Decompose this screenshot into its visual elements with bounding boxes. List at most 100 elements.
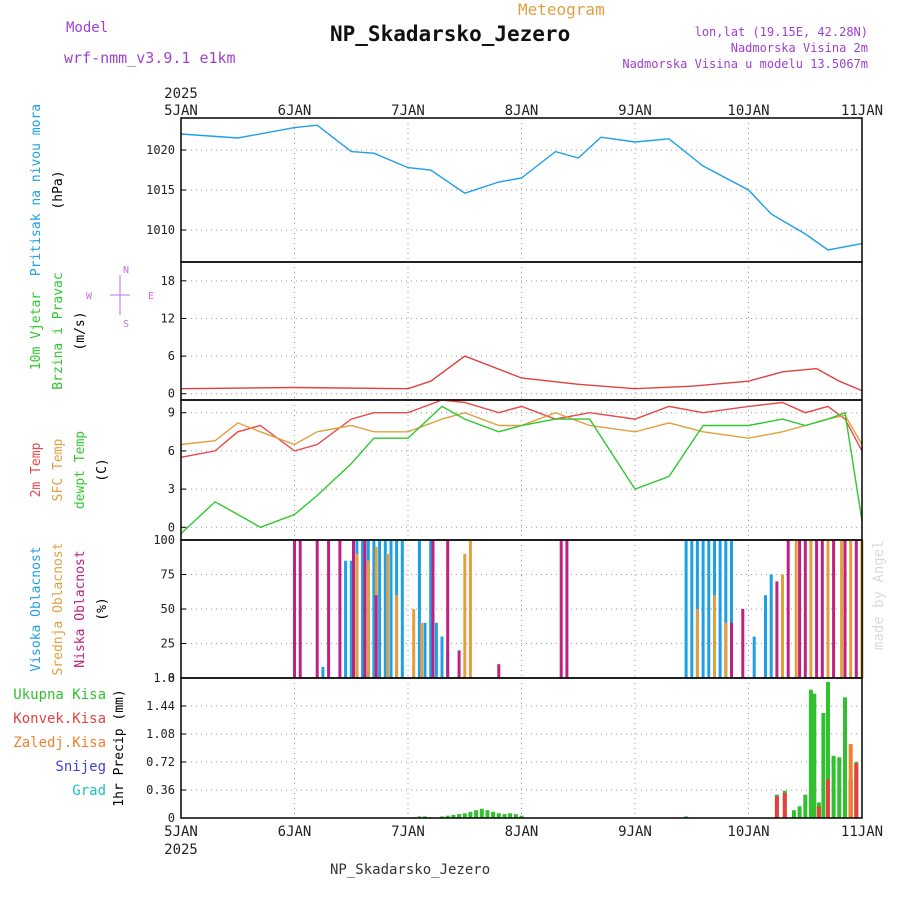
precipitation-bar [417, 816, 422, 818]
y-tick-label: 1010 [146, 223, 175, 237]
compass-letter: N [123, 265, 129, 276]
clouds-bar [701, 540, 705, 678]
clouds-bar [497, 664, 501, 678]
clouds-bar [820, 540, 824, 678]
y-axis-label: (%) [95, 597, 110, 620]
x-tick-label-bottom: 6JAN [278, 824, 312, 840]
precipitation-bar [812, 693, 817, 818]
clouds-bar [338, 540, 342, 678]
y-tick-label: 0 [168, 520, 175, 534]
precipitation-bar [491, 811, 496, 818]
precipitation-bar [837, 757, 842, 818]
clouds-bar [378, 540, 382, 678]
y-axis-label: (m/s) [73, 311, 88, 350]
precipitation-bar [816, 806, 821, 818]
clouds-bar [468, 540, 472, 678]
clouds-bar [724, 540, 728, 678]
precipitation-bar [826, 681, 830, 818]
y-tick-label: 9 [168, 406, 175, 420]
clouds-bar [775, 581, 779, 678]
x-tick-label-bottom: 8JAN [505, 824, 539, 840]
y-tick-label: 1015 [146, 183, 175, 197]
compass-letter: S [123, 319, 129, 330]
clouds-bar [372, 540, 376, 678]
station-title: NP_Skadarsko_Jezero [330, 22, 571, 46]
precipitation-bar [797, 806, 802, 818]
clouds-bar [854, 540, 858, 678]
clouds-bar [363, 540, 367, 678]
y-tick-label: 3 [168, 482, 175, 496]
y-axis-label: (hPa) [51, 170, 66, 209]
clouds-bar [321, 667, 325, 678]
precipitation-bar [831, 755, 836, 818]
clouds-bar [815, 540, 819, 678]
y-axis-label: dewpt Temp [73, 431, 88, 509]
clouds-bar [446, 540, 450, 678]
x-tick-label-top: 5JAN [164, 103, 198, 119]
precipitation-bar [440, 816, 444, 818]
clouds-bar [412, 609, 416, 678]
precipitation-bar [496, 813, 501, 818]
temperature-series-line [180, 405, 863, 535]
precipitation-bar [843, 697, 847, 818]
clouds-bar [565, 540, 569, 678]
y-axis-label: Brzina i Pravac [51, 272, 66, 389]
y-tick-label: 18 [161, 274, 175, 288]
x-tick-label-bottom: 9JAN [618, 824, 652, 840]
precipitation-panel-frame [180, 677, 863, 819]
clouds-bar [559, 540, 563, 678]
clouds-bar [355, 553, 359, 678]
precip-legend-label: Konvek.Kisa [13, 711, 106, 727]
y-tick-label: 100 [153, 533, 175, 547]
altitude-label: Nadmorska Visina 2m [730, 41, 868, 55]
x-tick-label-top: 8JAN [505, 103, 539, 119]
clouds-bar [741, 609, 745, 678]
clouds-bar [327, 540, 331, 678]
y-tick-label: 1.08 [146, 727, 175, 741]
precipitation-bar [502, 814, 507, 818]
precip-legend-label: Snijeg [55, 759, 106, 775]
clouds-bar [849, 540, 853, 678]
clouds-bar [730, 540, 733, 678]
clouds-bar [840, 540, 844, 678]
clouds-bar [315, 540, 319, 678]
lonlat-label: lon,lat (19.15E, 42.28N) [694, 25, 868, 39]
precipitation-bar [808, 689, 813, 818]
y-tick-label: 25 [161, 637, 175, 651]
y-axis-label: Srednja Oblacnost [51, 542, 66, 675]
x-tick-label-top: 11JAN [841, 103, 883, 119]
clouds-bar [803, 540, 807, 678]
x-tick-label-bottom: 7JAN [391, 824, 425, 840]
precipitation-bar [485, 810, 490, 818]
clouds-bar [752, 636, 756, 678]
footer-station: NP_Skadarsko_Jezero [330, 862, 491, 878]
model-label: Model [66, 20, 109, 36]
y-tick-label: 75 [161, 568, 175, 582]
clouds-bar [374, 595, 378, 678]
y-tick-label: 0.72 [146, 755, 175, 769]
product-title: Meteogram [518, 0, 605, 19]
precipitation-bar [848, 744, 853, 818]
clouds-bar [361, 540, 365, 678]
clouds-bar [764, 595, 767, 678]
x-tick-label-bottom: 11JAN [841, 824, 883, 840]
clouds-bar [431, 540, 435, 678]
precipitation-bar [513, 814, 518, 818]
precipitation-bar [445, 815, 450, 818]
clouds-bar [794, 540, 798, 678]
y-tick-label: 6 [168, 349, 175, 363]
precipitation-bar [451, 814, 456, 818]
clouds-bar [349, 560, 353, 678]
temperature-series-line [180, 399, 863, 458]
clouds-bar [463, 553, 467, 678]
y-tick-label: 6 [168, 444, 175, 458]
clouds-bar [695, 609, 699, 678]
precip-legend-label: Zaledj.Kisa [13, 735, 106, 751]
precipitation-bar [684, 816, 689, 818]
clouds-bar [389, 540, 393, 678]
precipitation-bar [457, 814, 462, 818]
clouds-bar [730, 622, 733, 678]
y-tick-label: 1.8 [153, 671, 175, 685]
clouds-bar [352, 540, 355, 678]
